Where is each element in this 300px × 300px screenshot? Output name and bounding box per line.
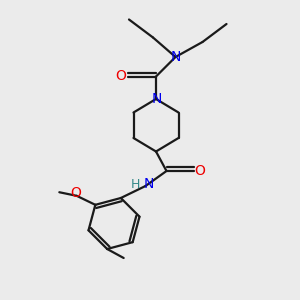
Text: N: N — [171, 50, 181, 64]
Text: N: N — [143, 178, 154, 191]
Text: O: O — [71, 186, 82, 200]
Text: N: N — [152, 92, 162, 106]
Text: O: O — [195, 164, 206, 178]
Text: H: H — [130, 178, 140, 191]
Text: O: O — [116, 70, 126, 83]
